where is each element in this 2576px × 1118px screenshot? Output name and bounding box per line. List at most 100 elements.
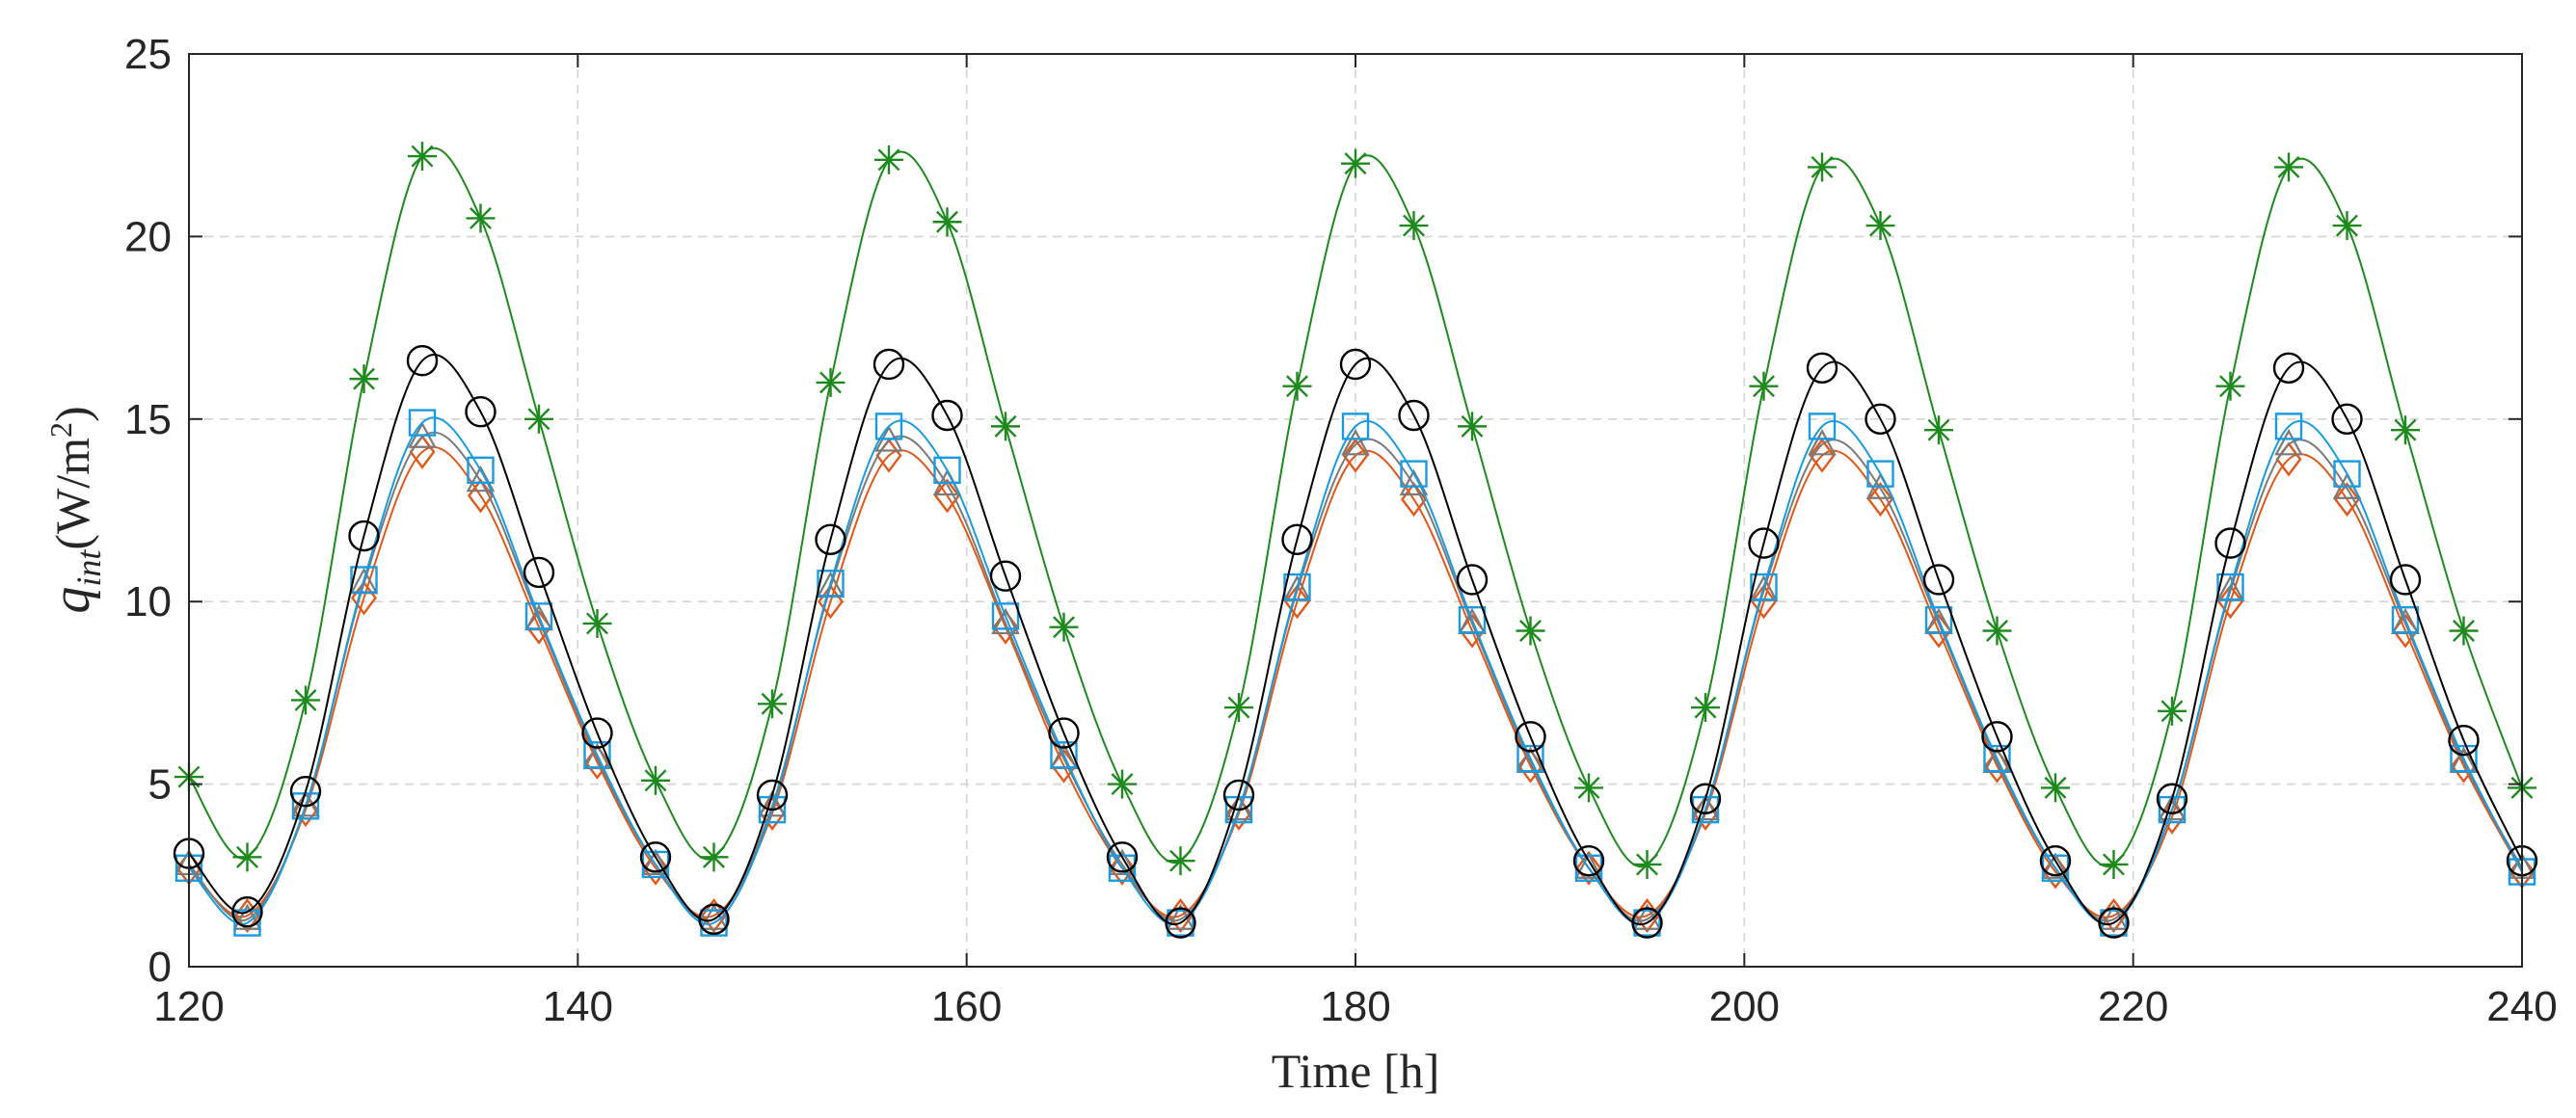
star-marker-stroke — [1286, 375, 1308, 398]
circle-marker — [1922, 564, 1955, 596]
star-marker — [816, 367, 845, 397]
star-marker — [1982, 616, 2012, 646]
star-marker — [641, 765, 670, 795]
series-case-green-star — [174, 142, 2536, 879]
star-marker — [1399, 211, 1429, 241]
circle-marker — [1222, 779, 1255, 812]
star-marker — [1749, 371, 1779, 401]
star-marker — [2391, 415, 2420, 445]
triangle-marker — [2041, 852, 2070, 879]
triangle-marker — [1399, 468, 1429, 496]
star-marker — [466, 203, 496, 233]
diamond-marker — [992, 609, 1019, 645]
y-tick-label: 0 — [148, 944, 172, 991]
diamond-marker — [1984, 748, 2010, 784]
circle-marker — [1456, 564, 1489, 596]
triangle-marker — [1808, 429, 1837, 456]
diamond-marker — [1751, 584, 1777, 620]
triangle-marker — [991, 607, 1020, 635]
x-axis-title: Time [h] — [1272, 1044, 1440, 1098]
star-marker-stroke — [1169, 849, 1192, 872]
star-marker-stroke — [1927, 418, 1950, 441]
star-marker — [1632, 849, 1662, 879]
star-marker-stroke — [644, 769, 667, 792]
star-marker — [1224, 693, 1253, 723]
y-axis-title-base: q — [41, 587, 101, 614]
triangle-marker — [699, 903, 729, 930]
circle-marker — [989, 560, 1022, 592]
star-marker-stroke — [761, 692, 784, 715]
circle-marker — [348, 519, 380, 552]
star-marker — [2449, 616, 2479, 646]
circle-marker — [756, 779, 789, 812]
star-marker-stroke — [1811, 155, 1834, 178]
star-marker — [699, 842, 729, 872]
star-marker-stroke — [236, 845, 258, 868]
star-marker-stroke — [994, 414, 1017, 438]
y-axis-title-subscript: int — [69, 549, 108, 587]
square-marker — [1400, 460, 1428, 488]
circle-marker — [523, 556, 555, 589]
square-marker — [991, 602, 1020, 630]
star-marker-stroke — [586, 612, 608, 635]
star-marker — [2099, 849, 2129, 879]
star-marker-stroke — [2336, 214, 2358, 237]
star-marker-stroke — [2219, 375, 2241, 398]
series-line — [188, 416, 2523, 926]
y-tick-label: 15 — [124, 396, 172, 443]
star-marker-stroke — [2453, 620, 2475, 642]
square-marker — [2333, 460, 2361, 488]
diamond-marker — [1692, 795, 1719, 831]
circle-marker — [1865, 403, 1896, 435]
star-marker — [582, 608, 612, 638]
star-marker-stroke — [1753, 375, 1775, 398]
circle-marker — [1106, 841, 1139, 873]
square-marker — [1341, 413, 1370, 440]
circle-marker — [231, 895, 263, 928]
circle-marker — [1515, 721, 1546, 753]
star-marker — [291, 685, 320, 715]
star-marker — [991, 412, 1020, 441]
star-marker-stroke — [1519, 620, 1542, 642]
circle-marker — [1981, 721, 2013, 753]
star-marker — [1574, 773, 1603, 803]
star-marker-stroke — [1461, 414, 1484, 438]
star-marker-stroke — [1344, 152, 1367, 175]
star-marker — [232, 842, 262, 872]
star-marker-stroke — [2160, 700, 2184, 723]
diamond-marker — [1575, 850, 1602, 886]
triangle-marker — [1108, 848, 1137, 876]
diamond-marker — [1809, 438, 1836, 473]
diamond-marker — [2451, 748, 2477, 784]
star-marker — [1516, 616, 1545, 646]
star-marker — [2274, 152, 2303, 182]
circle-marker — [289, 775, 322, 808]
diamond-marker — [934, 478, 960, 514]
star-marker-stroke — [411, 145, 434, 168]
square-marker — [1808, 413, 1837, 440]
star-marker — [932, 207, 962, 237]
circle-marker — [815, 523, 846, 556]
circle-marker — [2156, 783, 2188, 814]
square-marker — [2391, 605, 2420, 634]
svg-text:qint(W/m2): qint(W/m2) — [41, 406, 108, 613]
star-marker-stroke — [2394, 418, 2417, 441]
star-marker-stroke — [1636, 853, 1658, 876]
square-marker — [1516, 744, 1544, 773]
triangle-marker — [758, 790, 787, 817]
triangle-marker — [1574, 852, 1603, 879]
series-line — [188, 147, 2523, 868]
diamond-marker — [642, 850, 669, 886]
square-marker — [350, 566, 378, 594]
circle-marker — [465, 396, 496, 428]
square-marker — [408, 409, 437, 437]
x-tick-label: 140 — [543, 983, 613, 1030]
star-marker-stroke — [1869, 214, 1892, 237]
circle-marker — [698, 903, 730, 935]
circle-marker — [639, 841, 672, 873]
circle-marker — [1339, 348, 1372, 381]
star-marker — [2158, 696, 2187, 726]
star-marker — [2332, 211, 2362, 241]
star-marker-stroke — [2277, 155, 2300, 178]
